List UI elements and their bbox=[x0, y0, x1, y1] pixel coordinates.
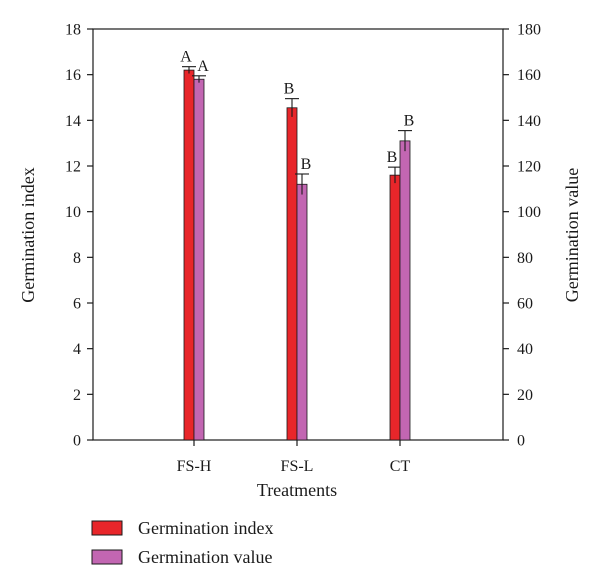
y-tick-label: 16 bbox=[65, 67, 81, 84]
y-tick-label: 12 bbox=[65, 159, 81, 176]
y2-tick-label: 120 bbox=[517, 159, 541, 176]
y2-tick-label: 0 bbox=[517, 433, 525, 450]
significance-label: B bbox=[284, 81, 295, 98]
x-tick-label: CT bbox=[390, 458, 411, 475]
y2-axis-title: Germination value bbox=[562, 168, 582, 302]
y-tick-label: 4 bbox=[73, 341, 81, 358]
right-y-axis: 0 20 40 60 80 100 120 140 160 180 bbox=[503, 22, 541, 450]
significance-label: B bbox=[404, 113, 415, 130]
left-y-axis: 0 2 4 6 8 10 12 14 16 18 bbox=[65, 22, 93, 450]
y-tick-label: 18 bbox=[65, 22, 81, 39]
y2-tick-label: 40 bbox=[517, 341, 533, 358]
significance-label: A bbox=[197, 58, 209, 75]
x-tick-label: FS-L bbox=[281, 458, 314, 475]
y2-tick-label: 140 bbox=[517, 113, 541, 130]
significance-label: B bbox=[301, 156, 312, 173]
y-tick-label: 0 bbox=[73, 433, 81, 450]
y2-tick-label: 160 bbox=[517, 67, 541, 84]
y-tick-label: 10 bbox=[65, 204, 81, 221]
significance-label: B bbox=[387, 149, 398, 166]
bar-germination-value-fs-l bbox=[296, 183, 308, 441]
legend-label-germination-value: Germination value bbox=[138, 547, 272, 567]
y2-tick-label: 80 bbox=[517, 250, 533, 267]
x-axis-title: Treatments bbox=[257, 480, 337, 500]
y2-tick-label: 60 bbox=[517, 296, 533, 313]
y-tick-label: 8 bbox=[73, 250, 81, 267]
bar-germination-index-fs-l bbox=[286, 107, 298, 441]
x-tick-label: FS-H bbox=[177, 458, 212, 475]
bars: A B B A B B bbox=[180, 49, 415, 441]
y2-tick-label: 180 bbox=[517, 22, 541, 39]
y-tick-label: 14 bbox=[65, 113, 81, 130]
x-axis: FS-H FS-L CT bbox=[177, 440, 411, 475]
bar-germination-value-ct bbox=[399, 140, 411, 441]
bar-germination-index-fs-h bbox=[183, 69, 195, 441]
legend-swatch-germination-value bbox=[91, 549, 123, 565]
legend-swatch-germination-index bbox=[91, 520, 123, 536]
bar-germination-value-fs-h bbox=[193, 78, 205, 441]
y-axis-title: Germination index bbox=[18, 167, 38, 302]
y-tick-label: 2 bbox=[73, 387, 81, 404]
legend: Germination index Germination value bbox=[91, 518, 273, 567]
y2-tick-label: 100 bbox=[517, 204, 541, 221]
bar-germination-index-ct bbox=[389, 174, 401, 441]
significance-label: A bbox=[180, 49, 192, 66]
y-tick-label: 6 bbox=[73, 296, 81, 313]
legend-label-germination-index: Germination index bbox=[138, 518, 273, 538]
y2-tick-label: 20 bbox=[517, 387, 533, 404]
